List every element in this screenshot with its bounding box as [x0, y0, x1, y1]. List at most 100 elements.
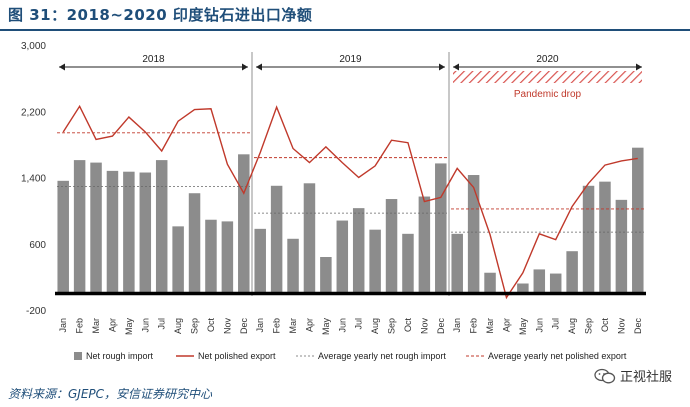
x-tick-label: Jun [534, 318, 544, 333]
bar-net-rough-import [73, 160, 86, 294]
title-divider [0, 29, 690, 31]
bar-net-rough-import [435, 163, 447, 294]
bar-net-rough-import [402, 233, 414, 294]
bar-net-rough-import [221, 221, 234, 294]
x-tick-label: Jun [337, 318, 347, 333]
year-label: 2018 [142, 54, 165, 65]
x-tick-label: Sep [584, 318, 594, 334]
year-arrow-left [256, 63, 262, 71]
bar-net-rough-import [385, 199, 398, 294]
x-tick-label: Mar [91, 318, 101, 334]
bar-net-rough-import [270, 185, 283, 294]
bar-net-rough-import [303, 183, 316, 294]
legend-swatch-rough [74, 352, 82, 360]
bar-net-rough-import [369, 229, 381, 294]
x-tick-label: Aug [370, 318, 380, 334]
bar-net-rough-import [599, 181, 611, 294]
year-label: 2019 [339, 54, 362, 65]
x-tick-label: Jan [58, 318, 68, 333]
bar-net-rough-import [287, 238, 299, 294]
x-tick-label: Apr [107, 318, 117, 332]
x-tick-label: Feb [469, 318, 479, 334]
bar-net-rough-import [172, 226, 184, 294]
x-tick-label: Nov [616, 318, 626, 335]
x-tick-label: Feb [75, 318, 85, 334]
y-tick-label: 2,200 [21, 107, 46, 118]
year-label: 2020 [536, 54, 559, 65]
bar-net-rough-import [615, 199, 628, 294]
x-tick-label: Oct [600, 318, 610, 333]
x-tick-label: Sep [190, 318, 200, 334]
year-arrow-right [636, 63, 642, 71]
bar-net-rough-import [57, 180, 69, 294]
x-tick-label: Apr [501, 318, 511, 332]
bar-net-rough-import [517, 283, 529, 294]
page-title: 图 31：2018~2020 印度钻石进出口净额 [8, 6, 313, 24]
y-tick-label: 3,000 [21, 41, 46, 52]
wechat-icon [594, 368, 616, 383]
x-tick-label: Apr [304, 318, 314, 332]
bar-net-rough-import [205, 219, 217, 294]
x-tick-label: Jun [140, 318, 150, 333]
bar-net-rough-import [566, 251, 578, 294]
x-tick-label: Nov [419, 318, 429, 335]
x-tick-label: Oct [206, 318, 216, 333]
legend-label: Average yearly net rough import [318, 351, 446, 361]
bar-net-rough-import [254, 228, 266, 294]
y-tick-label: 1,400 [21, 174, 46, 185]
year-arrow-left [453, 63, 459, 71]
bar-net-rough-import [139, 172, 152, 294]
bar-net-rough-import [549, 273, 562, 294]
x-tick-label: Feb [272, 318, 282, 334]
x-tick-label: Dec [436, 318, 446, 335]
bar-net-rough-import [352, 208, 365, 294]
pandemic-label: Pandemic drop [514, 89, 582, 100]
x-tick-label: Aug [567, 318, 577, 334]
year-arrow-right [439, 63, 445, 71]
bar-net-rough-import [582, 185, 595, 294]
x-tick-label: Mar [288, 318, 298, 334]
watermark-text: 正视社服 [619, 370, 672, 385]
line-net-polished-export [62, 104, 638, 300]
x-tick-label: Dec [239, 318, 249, 335]
bar-net-rough-import [90, 162, 102, 294]
x-tick-label: May [124, 318, 134, 336]
pandemic-band [453, 71, 642, 83]
x-tick-label: Nov [222, 318, 232, 335]
x-tick-label: Jul [157, 318, 167, 330]
bar-net-rough-import [632, 147, 644, 294]
bar-net-rough-import [533, 269, 546, 294]
year-arrow-left [59, 63, 65, 71]
bar-net-rough-import [451, 233, 463, 294]
x-tick-label: Jan [452, 318, 462, 333]
legend-label: Average yearly net polished export [488, 351, 627, 361]
bar-net-rough-import [188, 193, 201, 294]
bar-net-rough-import [418, 196, 431, 294]
bar-net-rough-import [320, 257, 332, 294]
source-note: 资料来源：GJEPC，安信证券研究中心 [8, 387, 213, 401]
y-tick-label: 600 [29, 240, 46, 251]
x-tick-label: Mar [485, 318, 495, 334]
legend-label: Net rough import [86, 351, 154, 361]
x-tick-label: Oct [403, 318, 413, 333]
bar-net-rough-import [238, 154, 250, 294]
legend-label: Net polished export [198, 351, 276, 361]
bar-net-rough-import [467, 175, 480, 294]
y-tick-label: -200 [26, 306, 46, 317]
x-tick-label: May [518, 318, 528, 336]
year-arrow-right [242, 63, 248, 71]
bar-net-rough-import [484, 272, 496, 294]
x-tick-label: Dec [633, 318, 643, 335]
bar-net-rough-import [106, 170, 119, 294]
x-tick-label: May [321, 318, 331, 336]
x-tick-label: Sep [387, 318, 397, 334]
x-tick-label: Jan [255, 318, 265, 333]
bar-net-rough-import [155, 160, 168, 294]
x-tick-label: Jul [551, 318, 561, 330]
x-tick-label: Aug [173, 318, 183, 334]
bar-net-rough-import [123, 171, 135, 294]
bar-net-rough-import [336, 220, 349, 294]
x-tick-label: Jul [354, 318, 364, 330]
watermark: 正视社服 [594, 366, 672, 385]
